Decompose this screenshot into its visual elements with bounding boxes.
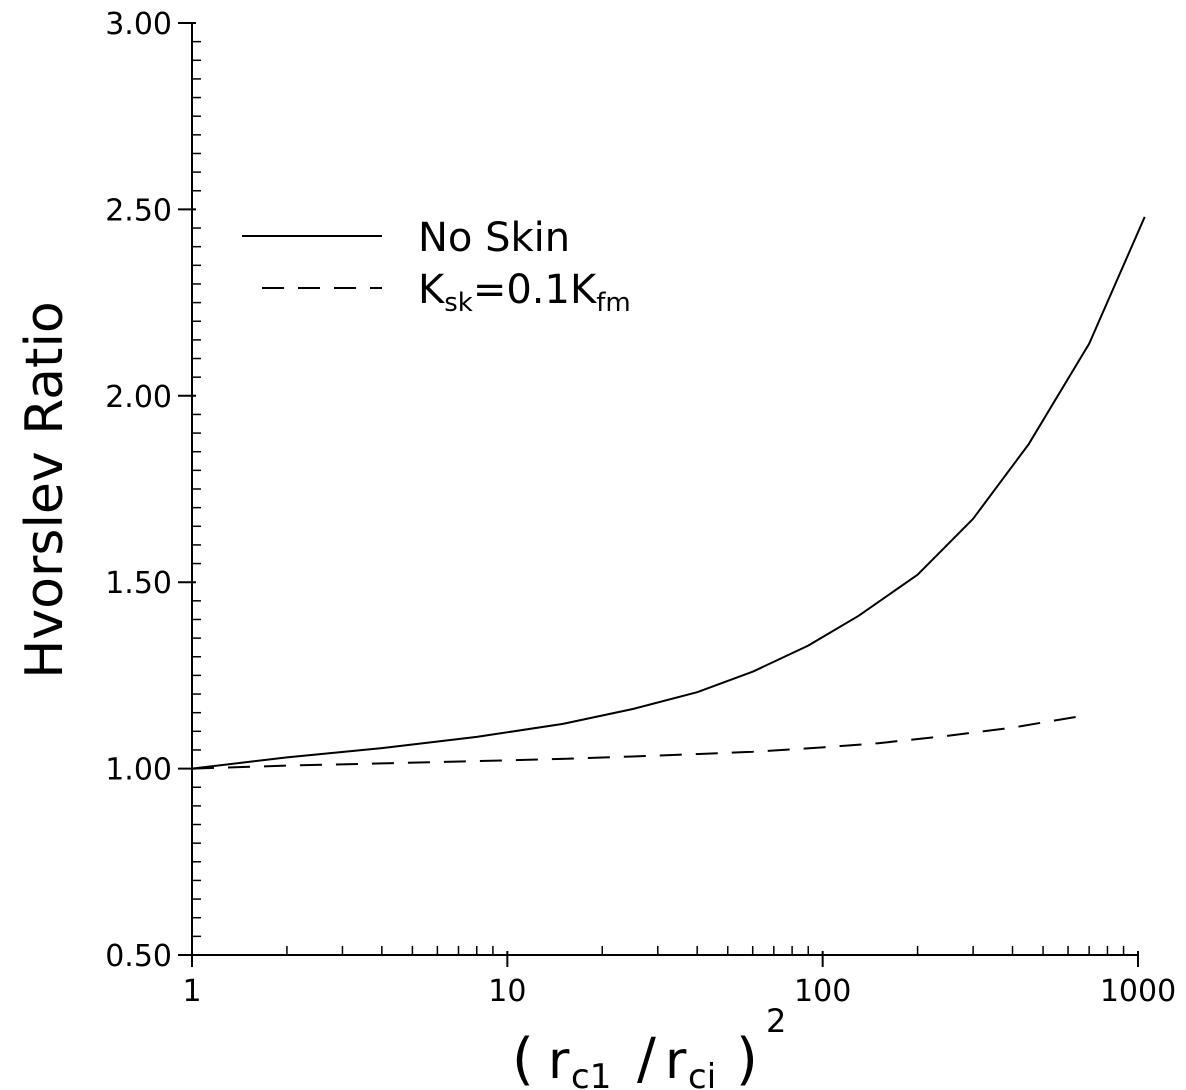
y-tick-label: 2.00 bbox=[105, 380, 172, 415]
legend-skin-sub-sk: sk bbox=[444, 288, 473, 318]
series-lines bbox=[191, 216, 1146, 770]
x-title-r1: r bbox=[548, 1031, 570, 1090]
y-tick-label: 2.50 bbox=[105, 193, 172, 228]
ticks bbox=[178, 22, 1139, 967]
x-title-sub1: c1 bbox=[571, 1057, 611, 1090]
legend-label-no-skin: No Skin bbox=[418, 215, 570, 261]
y-tick-label: 3.00 bbox=[105, 7, 172, 42]
x-tick-label: 100 bbox=[794, 974, 851, 1009]
x-title-open-paren: ( bbox=[512, 1027, 534, 1090]
y-tick-label: 0.50 bbox=[105, 939, 172, 974]
x-title-r2: r bbox=[665, 1031, 687, 1090]
x-title-sub2: ci bbox=[688, 1057, 716, 1090]
x-tick-label: 10 bbox=[488, 974, 526, 1009]
x-axis-title: ( r c1 / r ci ) 2 bbox=[512, 1002, 786, 1090]
x-title-slash: / bbox=[637, 1027, 656, 1090]
series-line-no-skin bbox=[191, 216, 1146, 770]
legend-skin-sub-fm: fm bbox=[596, 288, 630, 318]
x-tick-label: 1000 bbox=[1100, 974, 1176, 1009]
x-title-close-paren: ) bbox=[736, 1027, 758, 1090]
legend-skin-k1: K bbox=[418, 267, 446, 313]
y-tick-label: 1.00 bbox=[105, 753, 172, 788]
x-tick-label: 1 bbox=[182, 974, 201, 1009]
series-line-skin bbox=[191, 715, 1080, 770]
y-axis-title: Hvorslev Ratio bbox=[15, 301, 75, 678]
legend: No Skin Ksk=0.1Kfm bbox=[242, 215, 631, 318]
legend-label-skin: Ksk=0.1Kfm bbox=[418, 267, 631, 318]
x-title-superscript: 2 bbox=[766, 1002, 786, 1040]
legend-skin-eq: =0.1K bbox=[473, 267, 598, 313]
y-tick-label: 1.50 bbox=[105, 566, 172, 601]
tick-labels: 0.50 1.00 1.50 2.00 2.50 3.00 1 10 100 1000 bbox=[105, 7, 1176, 1009]
